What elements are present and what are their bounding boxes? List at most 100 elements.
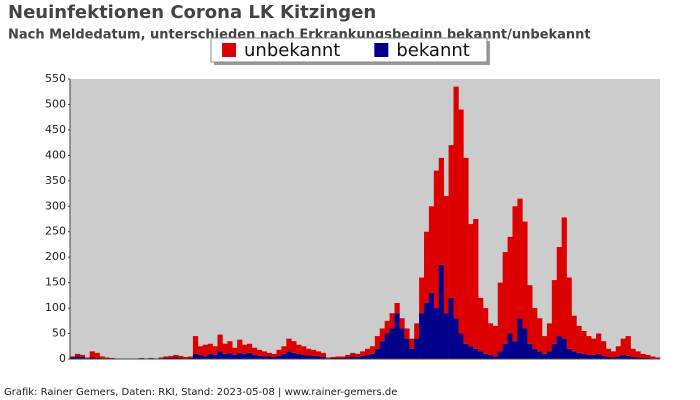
bar-segment: [369, 346, 376, 354]
bar-segment: [601, 341, 607, 356]
bar-segment: [355, 356, 361, 359]
bar-segment: [345, 354, 351, 358]
bar-segment: [438, 157, 444, 265]
bar-segment: [276, 355, 282, 359]
bar-segment: [542, 336, 548, 354]
bar-segment: [537, 351, 543, 359]
bar-segment: [89, 351, 95, 358]
y-tick-label: 200: [45, 250, 66, 263]
bar-segment: [202, 356, 208, 359]
bar-segment: [478, 297, 484, 352]
bar-segment: [286, 338, 292, 352]
bar-segment: [443, 313, 449, 359]
bar-segment: [389, 328, 395, 359]
bar-segment: [281, 346, 287, 354]
bar-segment: [596, 333, 602, 354]
bar-segment: [453, 318, 459, 359]
bar-segment: [424, 303, 430, 359]
bar-segment: [355, 353, 361, 357]
bar-segment: [610, 351, 617, 358]
bar-segment: [237, 352, 243, 359]
bar-segment: [320, 356, 326, 359]
bar-segment: [79, 354, 86, 357]
bar-segment: [507, 236, 513, 334]
bar-segment: [546, 351, 553, 359]
bar-segment: [350, 352, 356, 357]
bar-segment: [615, 356, 621, 359]
bar-segment: [527, 285, 533, 344]
bar-segment: [301, 346, 307, 355]
bar-segment: [148, 357, 154, 359]
bar-segment: [271, 356, 277, 359]
y-tick-label: 50: [52, 327, 66, 340]
bar-segment: [640, 357, 646, 359]
bar-segment: [315, 351, 322, 357]
bar-segment: [310, 355, 317, 359]
bar-segment: [168, 357, 174, 359]
bar-segment: [232, 347, 238, 355]
bar-segment: [335, 357, 341, 359]
bar-segment: [163, 357, 169, 359]
bar-segment: [581, 331, 587, 354]
bar-segment: [360, 351, 366, 356]
bar-segment: [458, 333, 464, 359]
bar-segment: [424, 231, 430, 303]
bar-segment: [497, 351, 503, 359]
bar-segment: [556, 247, 562, 337]
bar-segment: [281, 353, 287, 359]
bar-segment: [605, 356, 612, 359]
bar-segment: [571, 315, 577, 352]
bar-segment: [301, 354, 307, 359]
legend-swatch: [374, 43, 389, 57]
bar-segment: [202, 344, 208, 357]
bar-segment: [635, 357, 641, 359]
bar-segment: [217, 334, 223, 352]
bar-segment: [571, 351, 577, 359]
y-tick-label: 500: [45, 97, 66, 110]
bar-segment: [532, 308, 538, 349]
bar-segment: [561, 338, 567, 359]
y-tick-label: 550: [45, 72, 66, 85]
bar-segment: [409, 338, 415, 349]
bar-segment: [251, 347, 258, 355]
bar-segment: [497, 282, 503, 352]
bar-segment: [419, 313, 425, 359]
bar-segment: [94, 357, 100, 359]
bar-segment: [266, 356, 272, 359]
bar-segment: [306, 355, 312, 359]
bar-segment: [237, 339, 243, 353]
bar-segment: [389, 313, 395, 329]
bar-segment: [433, 308, 440, 359]
bar-segment: [330, 356, 336, 358]
bar-segment: [483, 353, 489, 359]
bar-segment: [630, 348, 636, 357]
bar-segment: [655, 357, 661, 359]
bar-segment: [384, 320, 390, 334]
bar-segment: [399, 318, 405, 329]
bar-segment: [502, 252, 508, 344]
bar-segment: [168, 355, 174, 358]
y-tick-label: 350: [45, 174, 66, 187]
bar-segment: [276, 349, 282, 356]
bar-segment: [448, 297, 454, 359]
bar-segment: [266, 352, 272, 357]
bar-segment: [512, 341, 518, 359]
bar-segment: [84, 357, 90, 359]
bar-segment: [522, 328, 528, 359]
bar-segment: [310, 349, 317, 356]
bar-segment: [320, 352, 326, 357]
bar-segment: [453, 86, 459, 319]
bar-segment: [517, 198, 523, 319]
bar-segment: [286, 351, 292, 359]
bar-segment: [325, 357, 331, 359]
bar-segment: [428, 206, 435, 293]
bar-segment: [433, 170, 440, 309]
bar-segment: [605, 348, 612, 357]
legend-label: bekannt: [396, 40, 470, 61]
bar-segment: [306, 348, 312, 356]
bar-segment: [99, 356, 105, 359]
bar-segment: [379, 341, 385, 359]
bar-segment: [478, 351, 484, 359]
bar-segment: [178, 357, 184, 359]
